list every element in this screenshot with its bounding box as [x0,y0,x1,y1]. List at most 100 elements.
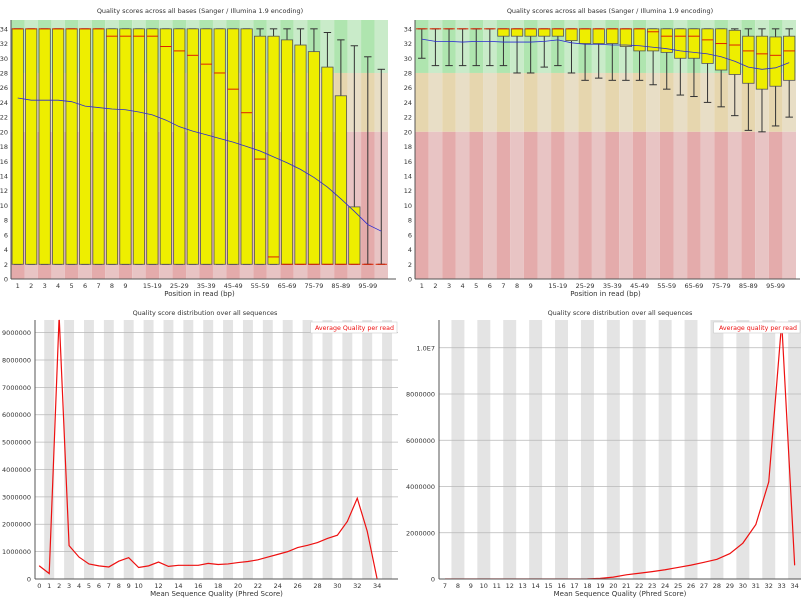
y-tick-label: 4 [408,246,412,254]
background-band [362,320,373,579]
quartile-box [307,51,321,265]
x-tick-label: 19 [596,582,604,590]
warning-zone-band [605,72,620,132]
x-tick-label: 55-59 [657,282,676,290]
x-tick-label: 2 [29,282,33,290]
poor-zone-band [741,131,756,279]
x-tick-label: 4 [56,282,60,290]
y-tick-label: 28 [404,69,412,77]
x-tick-label: 5 [474,282,478,290]
data-point [177,564,179,566]
x-tick-label: 21 [622,582,630,590]
background-band [223,320,234,579]
background-band [736,320,750,579]
chart-title: Quality score distribution over all sequ… [548,309,693,317]
y-tick-label: 24 [404,99,412,107]
x-tick-label: 75-79 [712,282,731,290]
data-point [227,563,229,565]
x-axis-label: Position in read (bp) [164,290,235,298]
data-point [794,564,796,566]
quartile-box [674,28,687,59]
x-axis-label: Mean Sequence Quality (Phred Score) [554,590,687,598]
quartile-box [78,28,92,265]
quartile-box [592,28,605,44]
x-tick-label: 16 [557,582,565,590]
poor-zone-band [578,131,592,279]
y-tick-label: 18 [0,143,8,151]
x-tick-label: 18 [583,582,591,590]
x-tick-label: 15 [544,582,552,590]
x-tick-label: 1 [420,282,424,290]
y-tick-label: 6 [408,231,412,239]
chart-title: Quality score distribution over all sequ… [133,309,278,317]
data-point [346,521,348,522]
x-tick-label: 26 [293,582,301,590]
x-tick-label: 6 [97,582,101,590]
chart-2: Quality scores across all bases (Sanger … [404,7,800,298]
x-tick-label: 20 [609,582,617,590]
x-tick-label: 65-69 [685,282,704,290]
x-tick-label: 7 [501,282,505,290]
y-tick-label: 8 [4,217,8,225]
x-tick-label: 16 [194,582,202,590]
poor-zone-band [510,131,524,279]
y-tick-label: 12 [0,187,8,195]
poor-zone-band [673,131,688,279]
data-point [88,563,90,565]
x-tick-label: 8 [456,582,460,590]
x-tick-label: 95-99 [358,282,377,290]
background-band [477,320,491,579]
x-tick-label: 24 [274,582,282,590]
poor-zone-band [687,131,701,279]
x-tick-label: 8 [110,282,114,290]
mean-line [421,38,790,70]
x-tick-label: 11 [493,582,501,590]
data-point [257,559,259,561]
data-point [625,574,627,576]
warning-zone-band [632,72,647,132]
background-band [762,320,776,579]
background-band [606,320,620,579]
x-tick-label: 20 [234,582,242,590]
warning-zone-band [510,72,524,132]
data-point [128,557,130,559]
x-tick-label: 31 [752,582,760,590]
background-band [788,320,801,579]
warning-zone-band [564,72,579,132]
x-tick-label: 25 [674,582,682,590]
poor-zone-band [632,131,647,279]
quartile-box [119,28,132,265]
x-tick-label: 12 [506,582,514,590]
x-tick-label: 32 [353,582,361,590]
x-tick-label: 5 [70,282,74,290]
warning-zone-band [523,72,538,132]
data-point [138,567,140,568]
x-tick-label: 9 [127,582,131,590]
x-tick-label: 25-29 [576,282,595,290]
chart-4: Quality score distribution over all sequ… [406,309,801,598]
poor-zone-band [415,131,429,279]
warning-zone-band [673,72,688,132]
data-point [168,566,169,567]
data-point [68,545,70,546]
quartile-box [728,29,741,75]
x-tick-label: 55-59 [251,282,270,290]
quartile-box [578,28,592,44]
background-band [503,320,517,579]
background-band [282,320,293,579]
x-tick-label: 3 [43,282,47,290]
y-tick-label: 6000000 [406,437,435,445]
x-tick-label: 6 [83,282,87,290]
x-tick-label: 15-19 [143,282,162,290]
legend-box [310,321,398,334]
quartile-box [769,36,782,87]
mean-line [17,97,382,232]
warning-zone-band [537,72,552,132]
y-tick-label: 34 [404,25,412,33]
background-band [529,320,543,579]
quartile-box [510,28,524,37]
x-tick-label: 10 [480,582,488,590]
poor-zone-band [551,131,565,279]
background-band [632,320,646,579]
poor-zone-band [646,131,660,279]
